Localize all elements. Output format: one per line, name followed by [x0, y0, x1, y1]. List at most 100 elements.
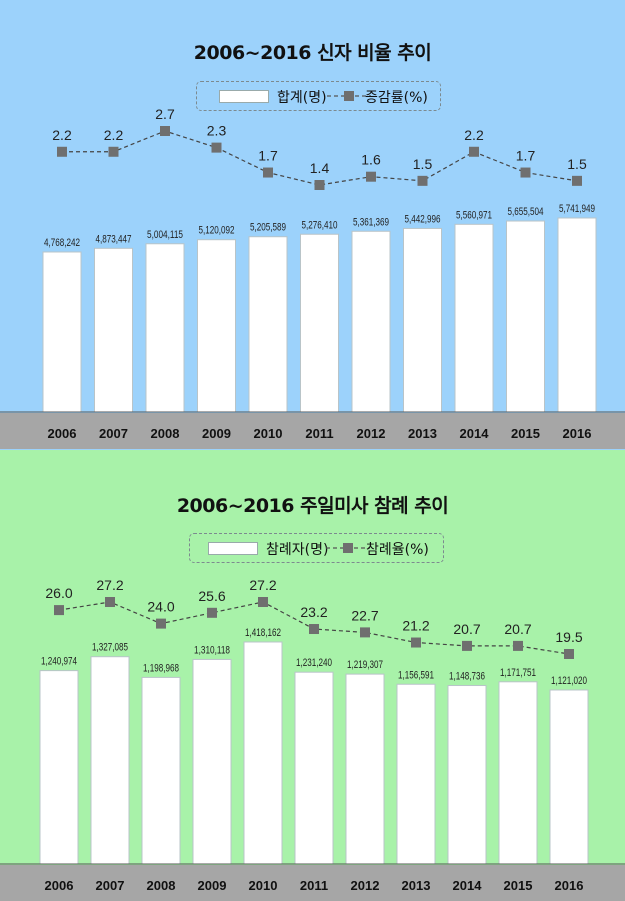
- legend-label-line: 증감률(%): [365, 90, 428, 106]
- rate-value-label: 23.2: [300, 604, 327, 620]
- bar: [447, 685, 487, 865]
- rate-marker: [314, 180, 325, 190]
- rate-marker: [263, 167, 273, 178]
- chart-title: 2006~2016 신자 비율 추이: [193, 42, 432, 64]
- chart-legend: 합계(명) 증감률(%): [196, 81, 441, 111]
- bar-value-label: 5,741,949: [559, 203, 595, 215]
- bar: [300, 233, 339, 413]
- bar-value-label: 1,148,736: [449, 671, 485, 683]
- bar-value-label: 1,121,020: [551, 675, 587, 687]
- bar: [90, 656, 130, 865]
- rate-value-label: 22.7: [351, 607, 378, 623]
- bar-value-label: 1,219,307: [347, 659, 383, 671]
- bar-value-label: 5,205,589: [250, 222, 286, 234]
- x-tick-label: 2016: [555, 878, 584, 893]
- rate-value-label: 21.2: [402, 618, 429, 634]
- rate-marker: [309, 624, 319, 635]
- x-tick-label: 2007: [99, 426, 128, 441]
- bar: [42, 251, 82, 413]
- bar-value-label: 1,171,751: [500, 667, 536, 679]
- legend-label-bar: 합계(명): [277, 90, 327, 106]
- rate-marker: [513, 640, 523, 651]
- bar-value-label: 5,120,092: [199, 225, 235, 237]
- x-tick-label: 2007: [96, 878, 125, 893]
- x-tick-label: 2012: [357, 426, 386, 441]
- legend-label-bar: 참례자(명): [266, 542, 329, 558]
- bar-value-label: 4,873,447: [96, 233, 132, 245]
- rate-line: [62, 130, 578, 186]
- rate-value-label: 2.2: [52, 127, 72, 143]
- rate-marker: [520, 167, 531, 178]
- bar: [145, 243, 185, 413]
- x-tick-label: 2009: [198, 878, 227, 893]
- rate-marker: [411, 637, 421, 648]
- rate-marker: [156, 618, 166, 629]
- rate-marker: [108, 146, 119, 157]
- legend-swatch-bar: [219, 90, 269, 103]
- bar: [39, 670, 79, 865]
- chart-plot-mass-attendance: 1,240,974 1,327,085 1,198,968 1,310,118 1,41…: [0, 577, 625, 893]
- x-tick-label: 2013: [408, 426, 437, 441]
- bar-value-label: 5,560,971: [456, 209, 492, 221]
- x-tick-label: 2010: [254, 426, 283, 441]
- bar-value-label: 5,004,115: [147, 229, 183, 241]
- bar-value-label: 5,655,504: [508, 206, 544, 218]
- bar: [557, 217, 597, 413]
- rate-value-label: 1.4: [310, 160, 330, 176]
- rate-marker: [105, 597, 115, 607]
- x-tick-label: 2010: [249, 878, 278, 893]
- rate-marker: [258, 597, 268, 607]
- x-tick-label: 2014: [453, 878, 483, 893]
- rate-value-label: 1.7: [516, 148, 536, 164]
- rate-value-label: 1.5: [413, 156, 433, 172]
- rate-value-label: 2.7: [155, 106, 175, 122]
- rate-marker: [572, 175, 582, 186]
- bar-value-label: 5,442,996: [405, 213, 441, 225]
- x-axis-band: [0, 865, 625, 901]
- bar: [345, 673, 385, 865]
- bar: [141, 676, 181, 865]
- legend-swatch-line: [326, 543, 370, 553]
- chart-plot-believers: 4,768,242 4,873,447 5,004,115 5,120,092 5,20…: [0, 106, 625, 441]
- x-tick-label: 2011: [300, 878, 328, 893]
- bar: [403, 227, 442, 413]
- rate-value-label: 1.6: [361, 152, 381, 168]
- rate-marker: [462, 640, 472, 651]
- rate-marker: [417, 175, 428, 186]
- bar: [294, 671, 334, 865]
- rate-value-label: 2.2: [464, 127, 484, 143]
- rate-value-label: 27.2: [249, 577, 276, 593]
- rate-value-label: 27.2: [96, 577, 123, 593]
- legend-label-line: 참례율(%): [366, 542, 429, 558]
- bar-value-label: 1,240,974: [41, 656, 77, 668]
- chart-title: 2006~2016 주일미사 참례 추이: [176, 495, 449, 517]
- bar-value-label: 1,327,085: [92, 642, 128, 654]
- chart-panel-believers: 2006~2016 신자 비율 추이 합계(명) 증감률(%) 4,768,24…: [0, 0, 625, 450]
- rate-marker: [57, 146, 67, 157]
- rate-value-label: 1.7: [258, 148, 278, 164]
- bar: [549, 689, 589, 865]
- rate-value-label: 2.2: [104, 127, 124, 143]
- bar: [192, 658, 232, 865]
- x-tick-label: 2008: [151, 426, 180, 441]
- rate-value-label: 25.6: [198, 588, 225, 604]
- rate-marker: [54, 605, 64, 616]
- rate-marker: [564, 649, 574, 659]
- bar: [94, 247, 133, 413]
- bar-value-label: 1,231,240: [296, 657, 332, 669]
- x-tick-label: 2012: [351, 878, 380, 893]
- rate-value-label: 24.0: [147, 599, 174, 615]
- bar: [197, 239, 236, 413]
- rate-marker: [360, 627, 370, 638]
- bar: [396, 683, 436, 865]
- bar-value-label: 5,276,410: [302, 219, 338, 231]
- x-tick-label: 2014: [460, 426, 490, 441]
- x-tick-label: 2013: [402, 878, 431, 893]
- rate-marker: [366, 171, 376, 182]
- chart-legend: 참례자(명) 참례율(%): [189, 533, 444, 563]
- x-axis-band: [0, 413, 625, 449]
- bar-value-label: 1,418,162: [245, 627, 281, 639]
- bar: [498, 681, 538, 865]
- x-tick-label: 2006: [45, 878, 74, 893]
- bar-value-label: 1,310,118: [194, 644, 230, 656]
